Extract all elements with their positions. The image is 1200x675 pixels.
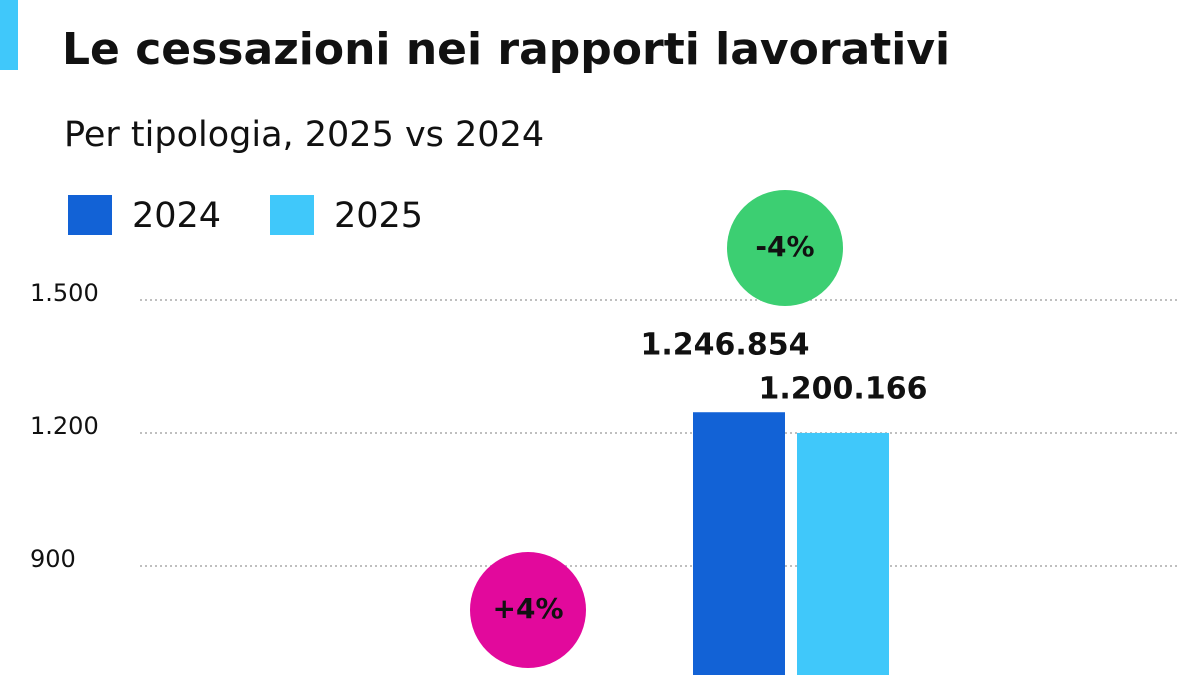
legend-label: 2024 bbox=[132, 196, 221, 236]
change-label: -4% bbox=[755, 230, 814, 263]
change-bubble bbox=[727, 190, 843, 306]
legend-label: 2025 bbox=[334, 196, 423, 236]
y-tick-label: 1.500 bbox=[30, 279, 99, 307]
change-label: +4% bbox=[493, 592, 564, 625]
value-label: 1.200.166 bbox=[759, 371, 928, 406]
chart-subtitle: Per tipologia, 2025 vs 2024 bbox=[64, 115, 544, 155]
legend-swatch bbox=[270, 195, 314, 235]
change-bubble bbox=[470, 552, 586, 668]
y-tick-label: 900 bbox=[30, 545, 76, 573]
bar bbox=[797, 432, 889, 675]
y-tick-label: 1.200 bbox=[30, 412, 99, 440]
bar bbox=[693, 412, 785, 675]
accent-bar bbox=[0, 0, 18, 70]
value-label: 1.246.854 bbox=[641, 328, 810, 363]
legend-swatch bbox=[68, 195, 112, 235]
chart-title: Le cessazioni nei rapporti lavorativi bbox=[62, 24, 950, 75]
